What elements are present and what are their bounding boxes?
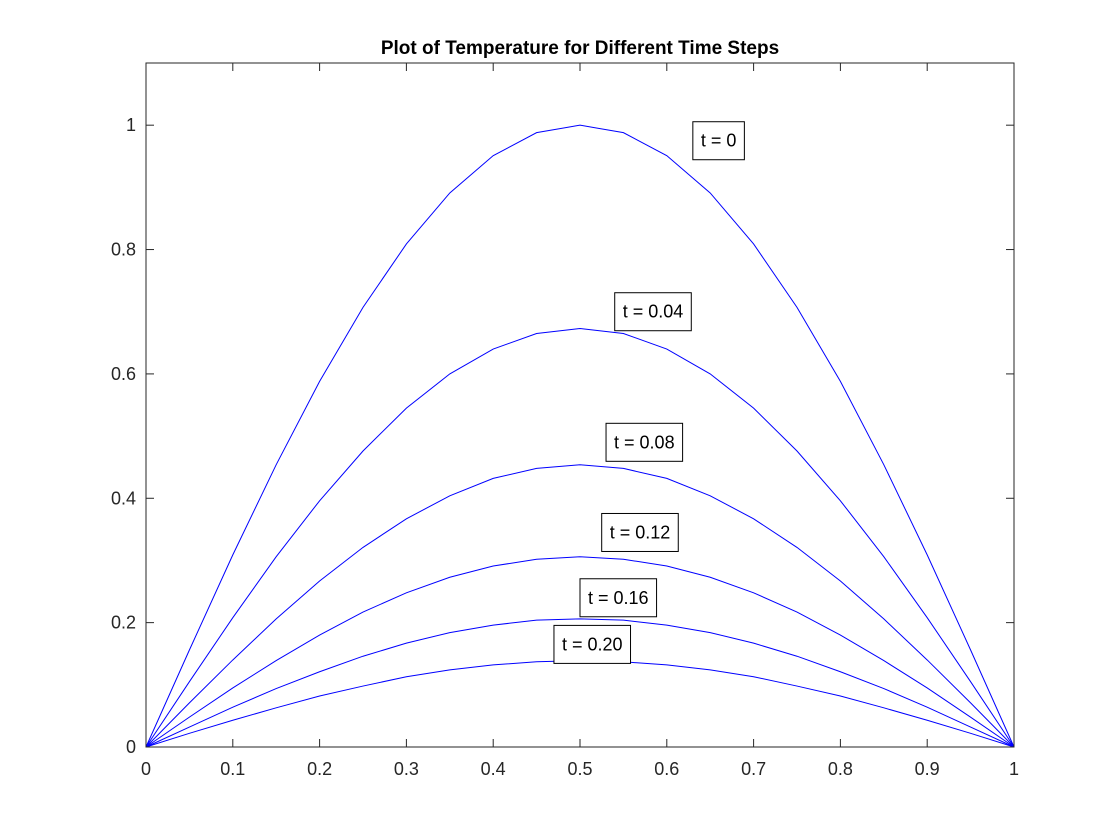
series-line-1 — [145, 124, 1015, 748]
y-tick-label: 0.4 — [111, 488, 136, 508]
chart-title: Plot of Temperature for Different Time S… — [381, 38, 779, 59]
annotation-box: t = 0.12 — [601, 512, 679, 552]
annotation-box: t = 0.16 — [579, 578, 658, 618]
y-tick-label: 0 — [126, 737, 136, 757]
y-tick-label: 1 — [126, 115, 136, 135]
series-line-3 — [145, 464, 1015, 748]
x-tick-label: 0.6 — [654, 759, 679, 779]
y-tick-label: 0.6 — [111, 364, 136, 384]
annotation-frame — [692, 121, 745, 161]
annotation-label: t = 0.20 — [562, 634, 623, 654]
annotation-box: t = 0.04 — [614, 292, 692, 332]
annotation-box: t = 0.20 — [553, 624, 632, 664]
annotation-label: t = 0.16 — [588, 588, 649, 608]
tick-layer: 0 0.1 0.2 0.3 0.4 0.5 0.6 0.7 0.8 0.9 1 0 0.2 0.4 0.6 0… — [111, 63, 1019, 779]
x-tick-label: 0.2 — [307, 759, 332, 779]
x-tick-label: 0.8 — [828, 759, 853, 779]
x-tick-label: 0.9 — [915, 759, 940, 779]
annotation-frame — [614, 292, 692, 332]
x-tick-label: 0.7 — [741, 759, 766, 779]
annotation-frame — [601, 512, 679, 552]
series-line-5 — [145, 618, 1015, 748]
x-tick-label: 0.4 — [481, 759, 506, 779]
x-tick-label: 1 — [1009, 759, 1019, 779]
annotation-label: t = 0 — [701, 131, 737, 151]
x-tick-label: 0.1 — [220, 759, 245, 779]
x-tick-label: 0.3 — [394, 759, 419, 779]
annotation-frame — [553, 624, 632, 664]
annotation-label: t = 0.12 — [610, 522, 671, 542]
y-tick-label: 0.8 — [111, 240, 136, 260]
annotation-frame — [579, 578, 658, 618]
series-line-4 — [145, 556, 1015, 748]
series-line-2 — [145, 328, 1015, 748]
annotation-label: t = 0.04 — [623, 302, 684, 322]
x-tick-label: 0 — [141, 759, 151, 779]
x-tick-label: 0.5 — [567, 759, 592, 779]
annotation-frame — [605, 422, 684, 462]
annotation-box: t = 0.08 — [605, 422, 684, 462]
y-tick-label: 0.2 — [111, 613, 136, 633]
annotation-label: t = 0.08 — [614, 432, 675, 452]
annotation-box: t = 0 — [692, 121, 745, 161]
annotation-layer: t = 0 t = 0.04 t = 0.08 t = 0.12 t = 0.16 t =… — [553, 121, 745, 664]
